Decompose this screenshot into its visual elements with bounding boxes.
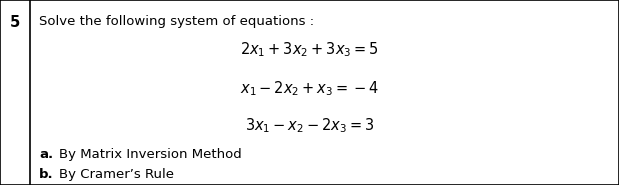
- Text: $3x_1 - x_2 - 2x_3 = 3$: $3x_1 - x_2 - 2x_3 = 3$: [245, 117, 374, 135]
- Text: Solve the following system of equations :: Solve the following system of equations …: [39, 15, 314, 28]
- Text: $2x_1 + 3x_2 + 3x_3 = 5$: $2x_1 + 3x_2 + 3x_3 = 5$: [240, 41, 379, 59]
- Text: b.: b.: [39, 168, 54, 181]
- Text: By Cramer’s Rule: By Cramer’s Rule: [59, 168, 174, 181]
- Text: $x_1 - 2x_2 + x_3 = -4$: $x_1 - 2x_2 + x_3 = -4$: [240, 80, 379, 98]
- Text: a.: a.: [39, 148, 53, 161]
- Text: By Matrix Inversion Method: By Matrix Inversion Method: [59, 148, 241, 161]
- Text: 5: 5: [10, 15, 20, 30]
